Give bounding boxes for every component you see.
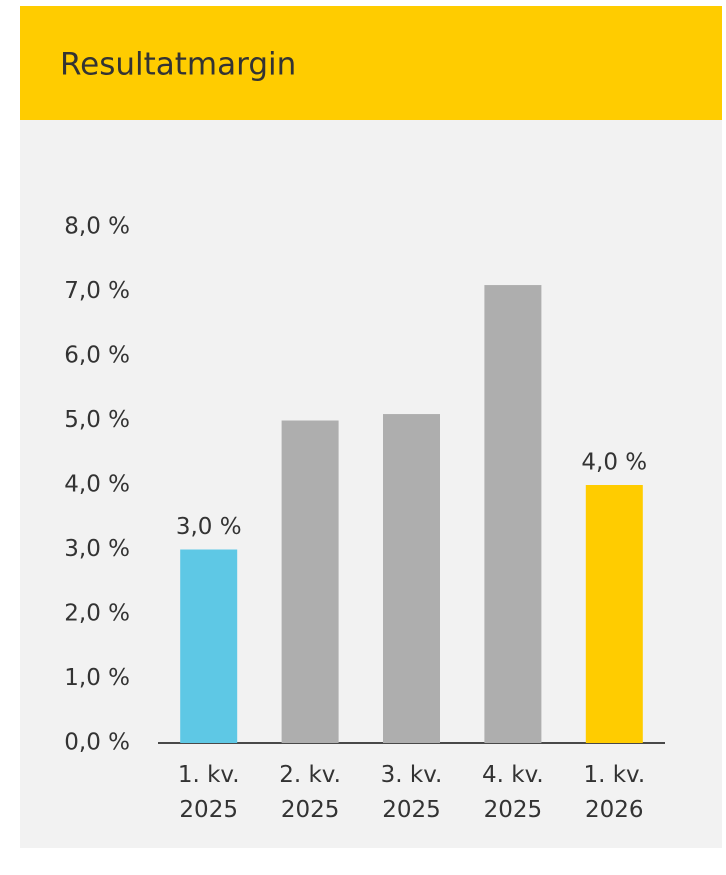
- value-label: 3,0 %: [176, 514, 242, 540]
- x-tick-label: 3. kv. 2025: [381, 762, 443, 823]
- x-tick-line: 3. kv.: [381, 762, 443, 788]
- x-tick-label: 1. kv. 2025: [178, 762, 240, 823]
- y-tick-label: 0,0 %: [64, 730, 130, 756]
- x-tick-line: 2025: [484, 797, 543, 823]
- bar: [180, 549, 238, 743]
- chart-title: Resultatmargin: [60, 47, 296, 83]
- y-tick-label: 7,0 %: [64, 278, 130, 304]
- y-tick-label: 4,0 %: [64, 472, 130, 498]
- x-tick-line: 1. kv.: [178, 762, 240, 788]
- bar: [383, 414, 440, 743]
- y-tick-label: 1,0 %: [64, 665, 130, 691]
- bar: [585, 485, 643, 743]
- bar: [281, 420, 339, 743]
- x-tick-line: 2025: [179, 797, 238, 823]
- x-tick-label: 1. kv. 2026: [583, 762, 645, 823]
- y-tick-label: 5,0 %: [64, 407, 130, 433]
- x-tick-line: 2025: [281, 797, 340, 823]
- x-tick-line: 1. kv.: [583, 762, 645, 788]
- bar: [484, 285, 542, 743]
- x-tick-label: 4. kv. 2025: [482, 762, 544, 823]
- value-label: 4,0 %: [581, 450, 647, 476]
- y-tick-label: 8,0 %: [64, 214, 130, 240]
- x-tick-line: 2025: [382, 797, 441, 823]
- y-tick-label: 3,0 %: [64, 536, 130, 562]
- y-tick-label: 6,0 %: [64, 343, 130, 369]
- x-tick-line: 4. kv.: [482, 762, 544, 788]
- y-tick-label: 2,0 %: [64, 601, 130, 627]
- x-tick-line: 2. kv.: [279, 762, 341, 788]
- x-tick-line: 2026: [585, 797, 644, 823]
- x-tick-label: 2. kv. 2025: [279, 762, 341, 823]
- card-header: [20, 6, 722, 120]
